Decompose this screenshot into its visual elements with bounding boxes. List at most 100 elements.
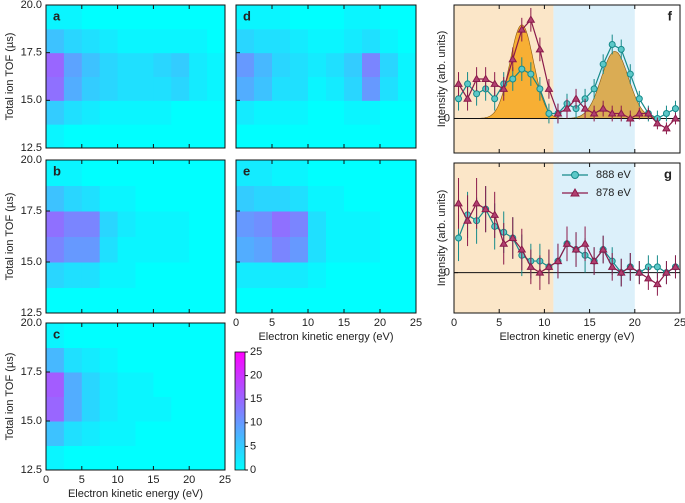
heat-cell bbox=[63, 287, 83, 313]
plot-area bbox=[236, 5, 416, 148]
heat-cell bbox=[272, 52, 291, 77]
x-axis-label: Electron kinetic energy (eV) bbox=[258, 331, 393, 343]
legend-label: 888 eV bbox=[596, 169, 632, 181]
heat-cell bbox=[63, 28, 83, 54]
marker bbox=[499, 84, 509, 92]
heat-cell bbox=[272, 124, 291, 148]
heat-cell bbox=[46, 323, 65, 348]
marker bbox=[571, 94, 581, 102]
heat-cell bbox=[290, 211, 309, 237]
marker bbox=[472, 198, 481, 207]
heat-cell bbox=[153, 100, 172, 125]
heat-cell bbox=[344, 185, 363, 212]
heat-cell bbox=[63, 76, 83, 101]
marker bbox=[671, 113, 680, 122]
heat-cell bbox=[380, 236, 399, 263]
heat-cell bbox=[153, 28, 172, 54]
heat-cell bbox=[398, 262, 416, 288]
heat-cell bbox=[63, 262, 83, 288]
colorbar-tick-label: 10 bbox=[250, 417, 262, 429]
heat-cell bbox=[236, 185, 255, 212]
heat-cell bbox=[81, 124, 101, 148]
frame bbox=[45, 4, 226, 149]
heat-cell bbox=[344, 76, 363, 101]
marker bbox=[517, 25, 527, 33]
heat-cell bbox=[63, 52, 83, 77]
heat-cell bbox=[308, 124, 327, 148]
heat-cell bbox=[46, 211, 65, 237]
heat-cell bbox=[380, 52, 399, 77]
marker bbox=[635, 95, 643, 103]
heat-cell bbox=[189, 445, 208, 470]
marker bbox=[526, 262, 536, 270]
colorbar-tick-label: 5 bbox=[250, 440, 256, 452]
marker bbox=[508, 54, 518, 63]
heat-cell bbox=[398, 185, 416, 212]
heat-cell bbox=[189, 28, 208, 54]
heat-cell bbox=[326, 100, 345, 125]
colorbar-tick-label: 15 bbox=[250, 393, 262, 405]
marker bbox=[590, 85, 598, 93]
heat-cell bbox=[135, 100, 154, 125]
x-axis-label: Electron kinetic energy (eV) bbox=[68, 488, 203, 500]
marker bbox=[616, 268, 626, 276]
heat-cell bbox=[189, 396, 208, 422]
heat-cell bbox=[135, 347, 154, 373]
heat-cell bbox=[380, 28, 399, 54]
heat-cell bbox=[398, 287, 416, 313]
heat-cell bbox=[326, 28, 345, 54]
heat-cell bbox=[207, 287, 225, 313]
frame bbox=[235, 159, 417, 314]
heat-cell bbox=[236, 160, 255, 186]
y-tick-label: 15.0 bbox=[21, 94, 42, 106]
x-tick-label: 0 bbox=[233, 317, 239, 329]
heat-cell bbox=[117, 28, 136, 54]
heat-cell bbox=[207, 28, 225, 54]
y-tick-label: 20.0 bbox=[21, 317, 42, 329]
heat-cell bbox=[398, 211, 416, 237]
heat-cell bbox=[99, 445, 119, 470]
heat-cell bbox=[153, 421, 172, 446]
marker bbox=[589, 256, 599, 265]
heat-cell bbox=[236, 5, 255, 30]
heat-cell bbox=[344, 100, 363, 125]
heat-cell bbox=[207, 5, 225, 30]
heat-cell bbox=[254, 236, 273, 263]
heat-cell bbox=[99, 211, 119, 237]
marker bbox=[562, 239, 572, 247]
heat-cell bbox=[63, 396, 83, 422]
heat-cell bbox=[63, 421, 83, 446]
y-tick-label: 15.0 bbox=[21, 415, 42, 427]
heat-cell bbox=[254, 52, 273, 77]
heat-cell bbox=[46, 287, 65, 313]
colorbar-tick-label: 20 bbox=[250, 370, 262, 382]
heat-cell bbox=[99, 287, 119, 313]
heat-cell bbox=[189, 100, 208, 125]
panel: 12.5 15.0 17.5 20.0 a Total ion TOF (µs) bbox=[4, 0, 226, 154]
heat-cell bbox=[63, 124, 83, 148]
y-tick-label: 17.5 bbox=[21, 205, 42, 217]
heat-cell bbox=[46, 100, 65, 125]
x-tick-label: 5 bbox=[269, 317, 275, 329]
heat-cell bbox=[290, 100, 309, 125]
x-tick-label: 20 bbox=[374, 317, 386, 329]
heat-cell bbox=[290, 185, 309, 212]
heat-cell bbox=[380, 262, 399, 288]
plot-area bbox=[236, 160, 416, 313]
x-tick-label: 5 bbox=[79, 474, 85, 486]
panel: 888 eV 878 eV 0 5 10 15 20 25 0 g Electron kinetic… bbox=[436, 162, 685, 343]
marker bbox=[536, 85, 544, 93]
marker bbox=[464, 80, 472, 88]
y-tick-label: 17.5 bbox=[21, 47, 42, 59]
marker bbox=[518, 65, 526, 73]
heat-cell bbox=[153, 236, 172, 263]
heat-cell bbox=[171, 160, 190, 186]
heat-cell bbox=[207, 262, 225, 288]
heat-cell bbox=[135, 5, 154, 30]
heat-cell bbox=[117, 445, 136, 470]
heat-cell bbox=[380, 211, 399, 237]
heat-cell bbox=[99, 5, 119, 30]
heat-cell bbox=[344, 28, 363, 54]
marker bbox=[535, 44, 545, 53]
